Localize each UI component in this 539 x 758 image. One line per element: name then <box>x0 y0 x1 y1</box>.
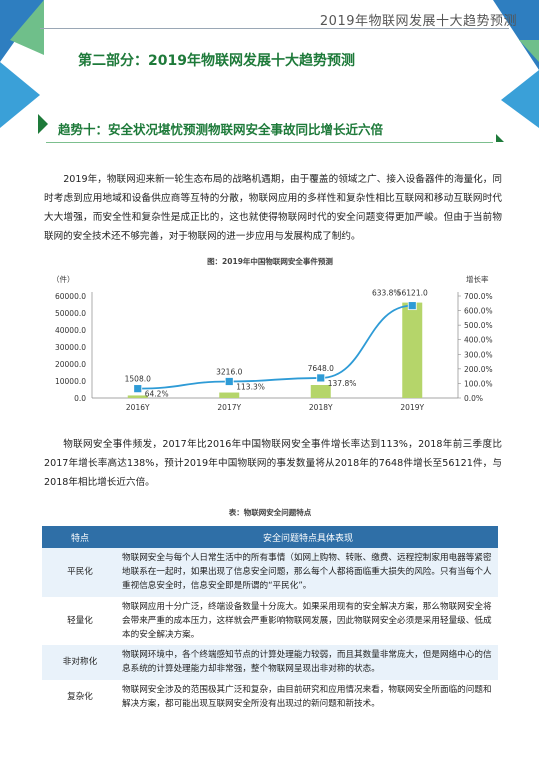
bar <box>310 384 331 398</box>
table-cell-feature: 复杂化 <box>42 679 118 715</box>
line-value-label: 113.3% <box>236 382 265 391</box>
right-tick-label: 100.0% <box>464 379 493 388</box>
left-tick-label: 20000.0 <box>55 360 86 369</box>
table-row: 复杂化 物联网安全涉及的范围极其广泛和复杂，由目前研究和应用情况来看，物联网安全… <box>42 679 498 715</box>
left-tick-label: 30000.0 <box>55 343 86 352</box>
growth-rate-point <box>407 301 417 311</box>
table-header-description: 安全问题特点具体表现 <box>118 526 498 548</box>
left-tick-label: 40000.0 <box>55 326 86 335</box>
bar-value-label: 56121.0 <box>397 289 428 298</box>
bar-value-label: 1508.0 <box>125 375 151 384</box>
x-tick-label: 2019Y <box>400 403 424 412</box>
right-tick-label: 0.0% <box>464 394 483 403</box>
bar <box>219 392 240 398</box>
bar-value-label: 3216.0 <box>216 367 242 376</box>
line-value-label: 633.8% <box>372 289 401 298</box>
table-cell-description: 物联网安全涉及的范围极其广泛和复杂，由目前研究和应用情况来看，物联网安全所面临的… <box>118 679 498 715</box>
growth-rate-point <box>224 377 234 386</box>
line-value-label: 64.2% <box>145 390 169 399</box>
left-axis-unit: （件） <box>52 274 75 284</box>
table-cell-description: 物联网应用十分广泛，终端设备数量十分庞大。如果采用现有的安全解决方案，那么物联网… <box>118 596 498 646</box>
x-tick-label: 2017Y <box>217 403 241 412</box>
right-tick-label: 700.0% <box>464 292 493 301</box>
right-tick-label: 400.0% <box>464 336 493 345</box>
section-title: 第二部分：2019年物联网发展十大趋势预测 <box>78 53 355 69</box>
bar-value-label: 7648.0 <box>308 364 334 373</box>
right-axis-unit: 增长率 <box>466 274 489 284</box>
right-tick-label: 500.0% <box>464 321 493 330</box>
table-header-feature: 特点 <box>42 526 118 548</box>
left-tick-label: 50000.0 <box>55 309 86 318</box>
table-cell-feature: 非对称化 <box>42 645 118 680</box>
trend-title: 趋势十：安全状况堪忧预测物联网安全事故同比增长近六倍 <box>58 122 384 137</box>
analysis-paragraph: 物联网安全事件频发，2017年比2016年中国物联网安全事件增长率达到113%，… <box>44 439 502 488</box>
intro-paragraph: 2019年，物联网迎来新一轮生态布局的战略机遇期，由于覆盖的领域之广、接入设备器… <box>44 174 502 242</box>
left-tick-label: 60000.0 <box>55 292 86 301</box>
table-header-row: 特点 安全问题特点具体表现 <box>42 526 498 548</box>
table-cell-feature: 轻量化 <box>42 596 118 646</box>
line-value-label: 137.8% <box>328 379 357 388</box>
table-cell-description: 物联网安全与每个人日常生活中的所有事情（如网上购物、转账、缴费、远程控制家用电器… <box>118 548 498 597</box>
chart-caption: 图：2019年中国物联网安全事件预测 <box>207 257 333 266</box>
table-caption: 表：物联网安全问题特点 <box>228 508 312 517</box>
corner-decoration-right <box>493 0 539 128</box>
table-cell-feature: 平民化 <box>42 548 118 597</box>
table-row: 非对称化 物联网环境中，各个终端感知节点的计算处理能力较弱，而且其数量非常庞大，… <box>42 645 498 680</box>
right-tick-label: 300.0% <box>464 350 493 359</box>
security-features-table: 特点 安全问题特点具体表现 平民化 物联网安全与每个人日常生活中的所有事情（如网… <box>42 526 498 715</box>
growth-rate-point <box>133 384 143 394</box>
left-tick-label: 0.0 <box>74 394 86 403</box>
left-tick-label: 10000.0 <box>55 377 86 386</box>
corner-decoration-left <box>0 0 44 128</box>
table-row: 轻量化 物联网应用十分广泛，终端设备数量十分庞大。如果采用现有的安全解决方案，那… <box>42 596 498 646</box>
growth-rate-point <box>316 373 326 383</box>
table-row: 平民化 物联网安全与每个人日常生活中的所有事情（如网上购物、转账、缴费、远程控制… <box>42 548 498 597</box>
header-divider <box>40 28 509 29</box>
page-header-title: 2019年物联网发展十大趋势预测 <box>319 14 517 29</box>
table-cell-description: 物联网环境中，各个终端感知节点的计算处理能力较弱，而且其数量非常庞大，但是网络中… <box>118 645 498 680</box>
trend-divider <box>46 142 493 143</box>
x-tick-label: 2016Y <box>126 403 150 412</box>
bar <box>127 395 148 398</box>
right-tick-label: 600.0% <box>464 307 493 316</box>
growth-rate-line <box>137 304 413 390</box>
security-events-chart: （件） 增长率 0.0 10000.0 20000.0 30000.0 40000.0 500… <box>52 274 493 412</box>
right-tick-label: 200.0% <box>464 365 493 374</box>
bar <box>402 302 423 398</box>
trend-title-arrow <box>38 114 504 142</box>
x-tick-label: 2018Y <box>309 403 333 412</box>
